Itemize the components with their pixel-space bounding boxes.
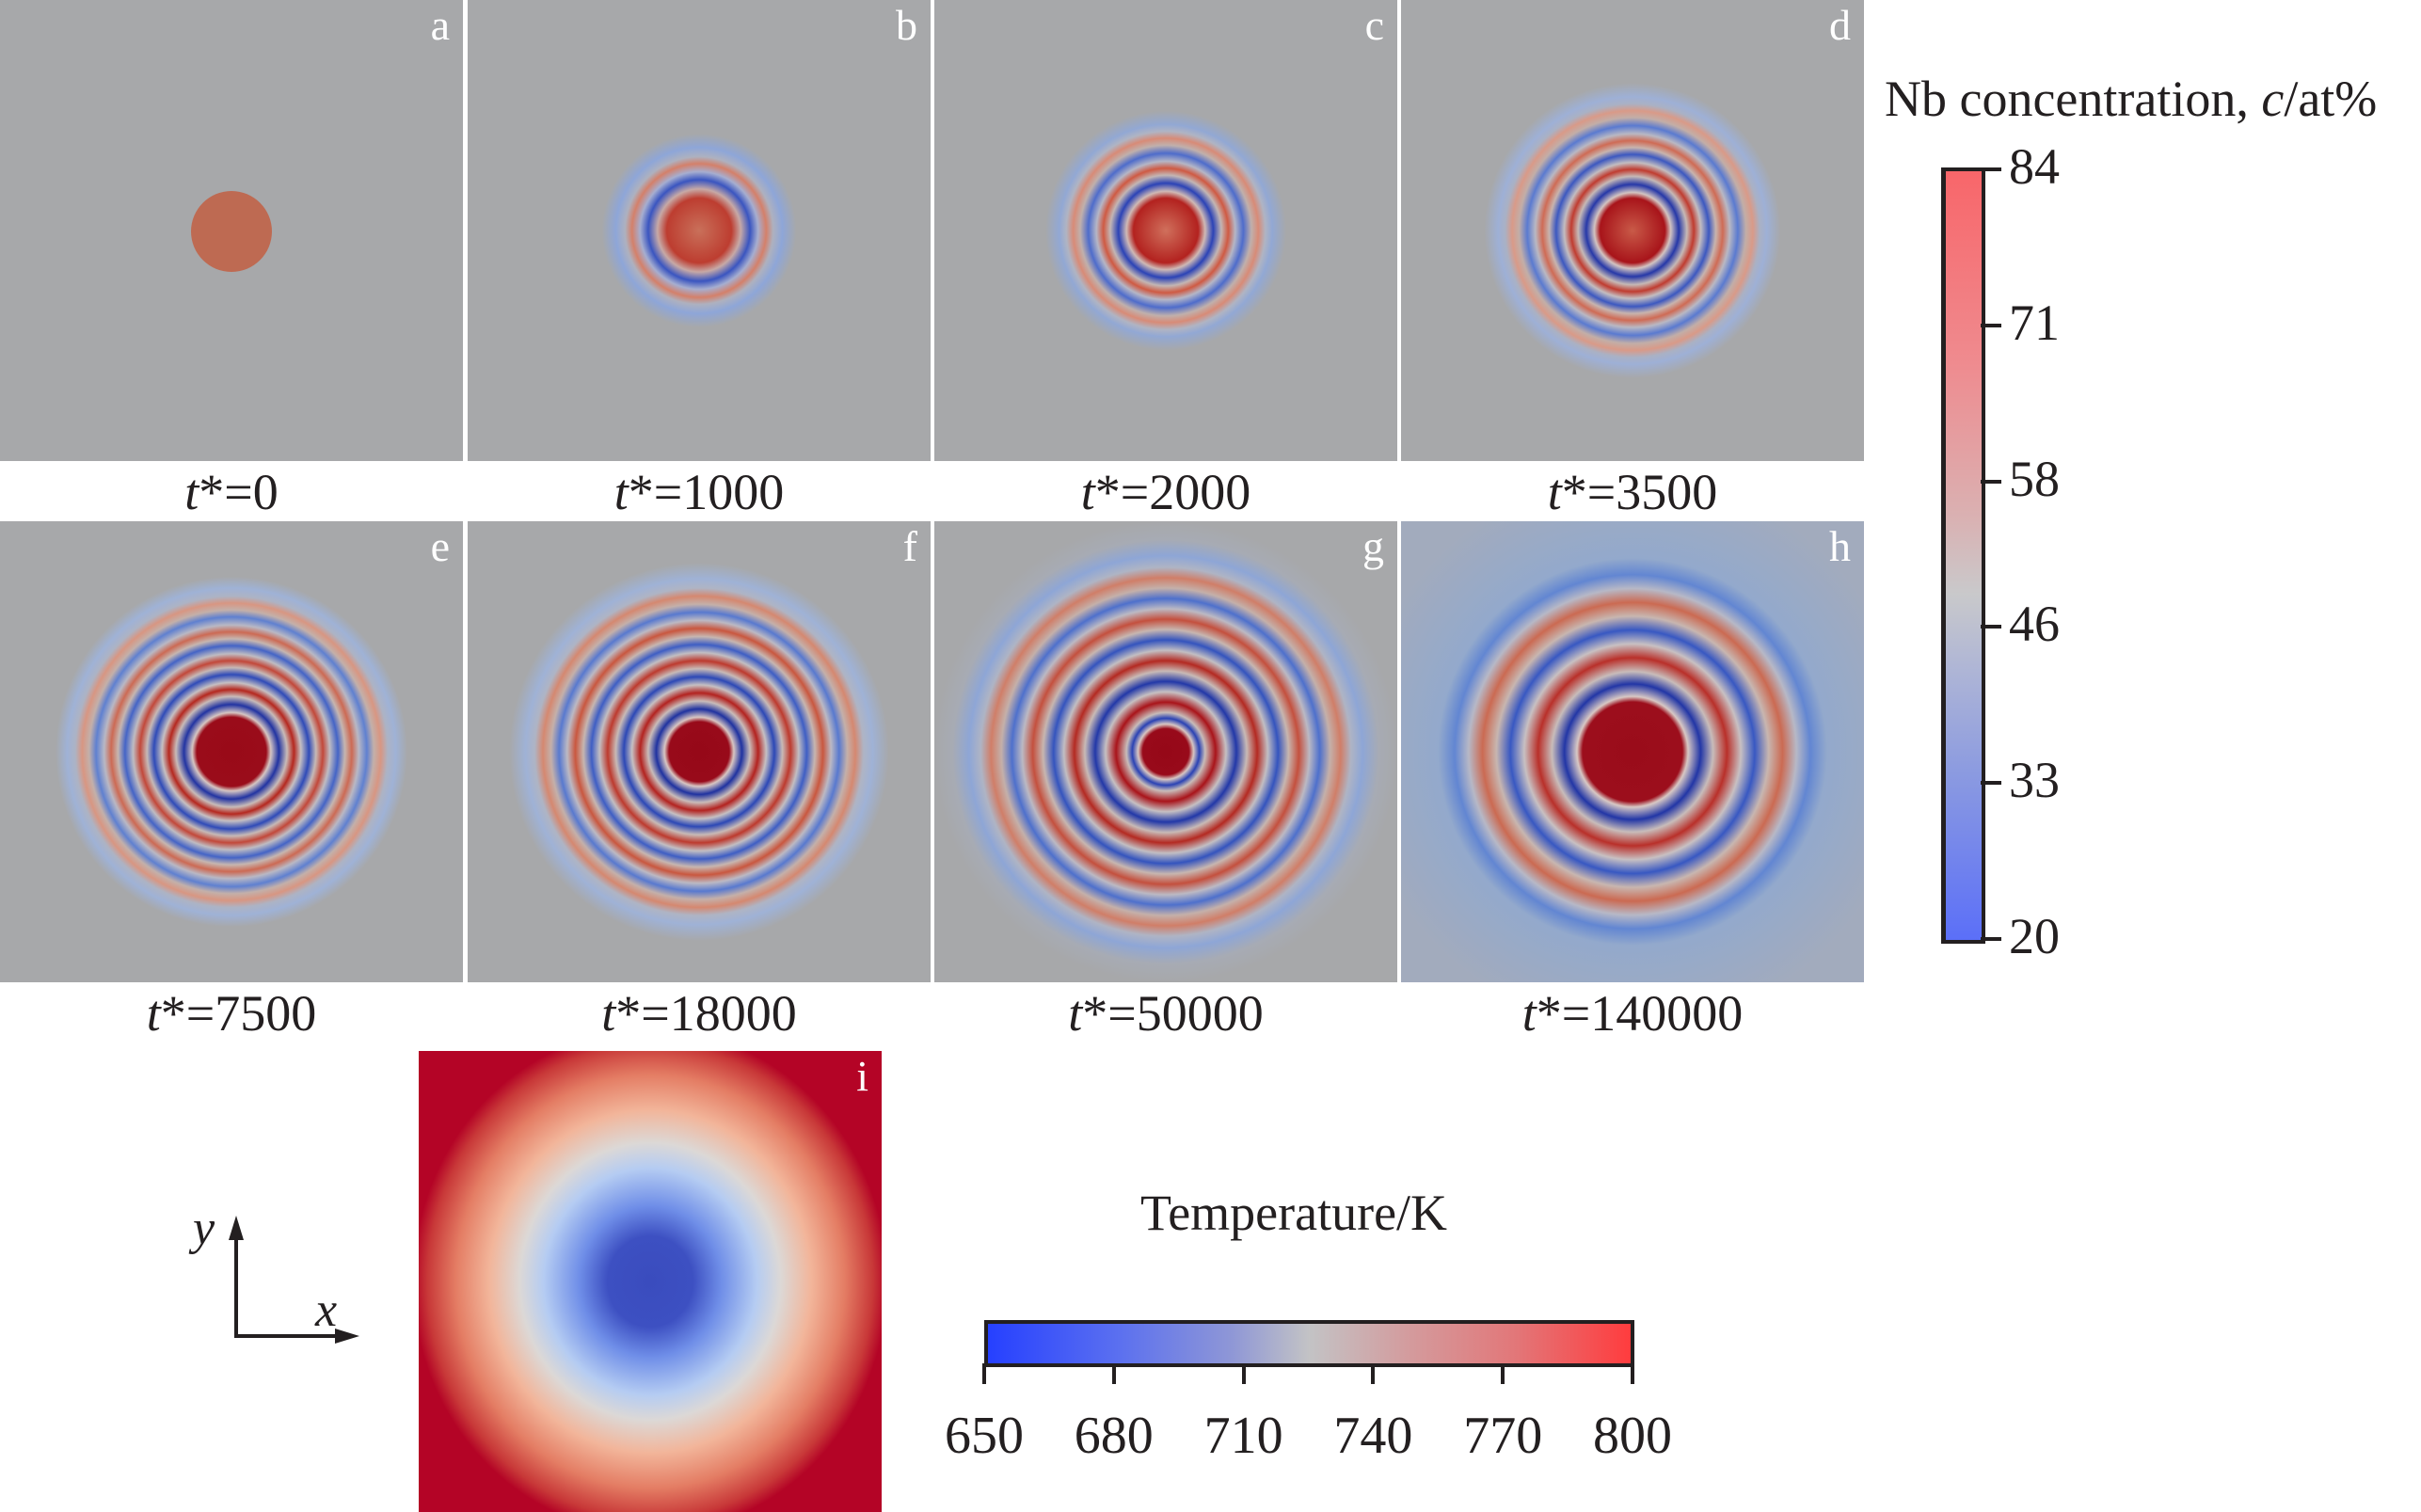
colorbar-tick-label: 800 [1593,1407,1672,1465]
time-symbol: t [1068,985,1083,1042]
colorbar-tick [1371,1363,1376,1384]
title-prefix: Nb concentration, [1885,71,2262,127]
temperature-map-i [419,1051,882,1512]
colorbar-tick-label: 770 [1463,1407,1543,1465]
title-var: c [2261,71,2285,127]
panel-letter: a [430,1,450,49]
caption-d: t*=3500 [1401,467,1864,517]
colorbar-tick-label: 710 [1203,1407,1283,1465]
panel-d: d [1401,0,1864,461]
y-axis-label: y [193,1202,215,1255]
concentration-map-g [934,521,1397,982]
time-symbol: t [1521,985,1537,1042]
time-symbol: t [146,985,161,1042]
colorbar-tick [1981,480,2001,485]
x-axis-label: x [315,1283,338,1337]
panel-letter: i [856,1052,868,1100]
panel-letter: b [896,1,917,49]
time-symbol: t [613,464,629,520]
time-value: *=3500 [1561,464,1718,520]
colorbar-tick [1241,1363,1246,1384]
colorbar-tick-label: 58 [2009,451,2060,508]
time-value: *=18000 [615,985,797,1042]
concentration-map-e [0,521,463,982]
axes-indicator [229,1216,359,1344]
colorbar-tick-label: 650 [945,1407,1024,1465]
colorbar-tick [1501,1363,1505,1384]
panel-c: c [934,0,1397,461]
panel-h: h [1401,521,1864,982]
panel-letter: f [902,522,917,570]
colorbar-tick [1111,1363,1116,1384]
concentration-map-c [934,0,1397,461]
colorbar-tick-label: 46 [2009,595,2060,652]
time-value: *=140000 [1536,985,1744,1042]
time-symbol: t [601,985,616,1042]
colorbar-tick [1981,780,2001,785]
caption-h: t*=140000 [1401,988,1864,1039]
time-value: *=2000 [1094,464,1251,520]
concentration-colorbar [1941,167,1985,944]
caption-b: t*=1000 [468,467,931,517]
time-value: *=0 [199,464,279,520]
caption-g: t*=50000 [934,988,1397,1039]
temperature-colorbar [984,1320,1634,1367]
colorbar-tick-label: 84 [2009,138,2060,195]
y-arrow-icon [229,1216,244,1240]
x-arrow-icon [335,1329,359,1344]
colorbar-tick-label: 680 [1074,1407,1154,1465]
colorbar-tick [982,1363,986,1384]
concentration-map-h [1401,521,1864,982]
caption-e: t*=7500 [0,988,463,1039]
panel-letter: c [1364,1,1384,49]
time-symbol: t [1547,464,1562,520]
colorbar-tick-label: 33 [2009,751,2060,808]
panel-i: i [419,1051,882,1512]
colorbar-tick [1981,324,2001,328]
panel-f: f [468,521,931,982]
temperature-colorbar-title: Temperature/K [1140,1185,1448,1241]
caption-c: t*=2000 [934,467,1397,517]
concentration-map-d [1401,0,1864,461]
colorbar-tick [1981,167,2001,171]
panel-a: a [0,0,463,461]
colorbar-tick [1981,937,2001,941]
colorbar-tick-label: 20 [2009,908,2060,964]
concentration-map-b [468,0,931,461]
colorbar-tick [1981,624,2001,629]
time-value: *=50000 [1082,985,1264,1042]
panel-letter: d [1829,1,1851,49]
time-symbol: t [184,464,199,520]
panel-letter: h [1829,522,1851,570]
caption-f: t*=18000 [468,988,931,1039]
concentration-map-f [468,521,931,982]
time-value: *=1000 [628,464,785,520]
time-value: *=7500 [160,985,317,1042]
colorbar-tick [1631,1363,1634,1384]
panel-letter: g [1362,522,1384,570]
time-symbol: t [1080,464,1095,520]
caption-a: t*=0 [0,467,463,517]
panel-letter: e [430,522,450,570]
colorbar-tick-label: 71 [2009,294,2060,352]
panel-g: g [934,521,1397,982]
concentration-map-a [0,0,463,461]
concentration-colorbar-title: Nb concentration, c/at% [1885,73,2377,124]
colorbar-tick-label: 740 [1333,1407,1413,1465]
panel-e: e [0,521,463,982]
title-unit: /at% [2284,71,2378,127]
panel-b: b [468,0,931,461]
